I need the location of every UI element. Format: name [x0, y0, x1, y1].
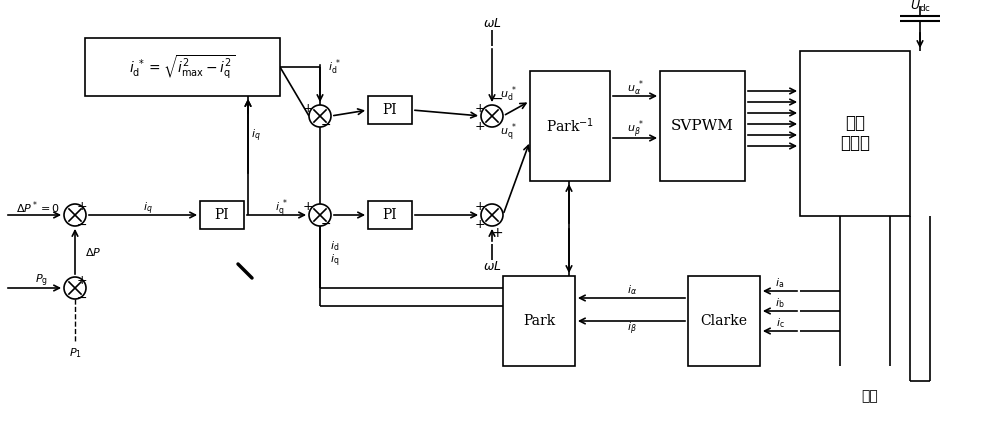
Text: Clarke: Clarke — [700, 314, 748, 328]
Text: Park: Park — [523, 314, 555, 328]
Text: $+$: $+$ — [491, 226, 503, 240]
Text: $u_{\beta}^{\ *}$: $u_{\beta}^{\ *}$ — [627, 119, 645, 141]
Text: PI: PI — [383, 208, 397, 222]
Circle shape — [309, 105, 331, 127]
Text: $\Delta P^*=0$: $\Delta P^*=0$ — [16, 200, 60, 216]
Text: $+$: $+$ — [302, 102, 314, 115]
Bar — [688, 276, 760, 366]
Text: $u_{\rm d}^{\ *}$: $u_{\rm d}^{\ *}$ — [500, 84, 517, 104]
Text: $+$: $+$ — [76, 273, 88, 286]
Text: $U_{\rm dc}$: $U_{\rm dc}$ — [910, 0, 930, 14]
Text: $+$: $+$ — [474, 201, 486, 214]
Text: $i_{\rm c}$: $i_{\rm c}$ — [776, 316, 784, 330]
Text: $-$: $-$ — [76, 218, 88, 231]
Text: $i_{\alpha}$: $i_{\alpha}$ — [627, 283, 637, 297]
Bar — [368, 201, 412, 229]
Text: $+$: $+$ — [474, 218, 486, 232]
Bar — [200, 201, 244, 229]
Text: $-$: $-$ — [320, 117, 332, 130]
Text: SVPWM: SVPWM — [671, 119, 734, 133]
Text: $i_{\rm d}$: $i_{\rm d}$ — [330, 239, 340, 253]
Bar — [660, 71, 745, 181]
Text: PI: PI — [383, 103, 397, 117]
Text: $\omega L$: $\omega L$ — [483, 17, 501, 31]
Text: $i_{\rm b}$: $i_{\rm b}$ — [775, 296, 785, 310]
Text: Park$^{-1}$: Park$^{-1}$ — [546, 117, 594, 135]
Text: $P_{\rm g}$: $P_{\rm g}$ — [35, 273, 48, 289]
Circle shape — [64, 204, 86, 226]
Text: $P_{\rm 1}$: $P_{\rm 1}$ — [69, 346, 81, 360]
Text: 电网: 电网 — [862, 389, 878, 403]
Circle shape — [481, 105, 503, 127]
Circle shape — [481, 204, 503, 226]
Text: $\Delta P$: $\Delta P$ — [85, 245, 101, 258]
Bar — [800, 51, 910, 216]
Text: $i_{\rm d}^{\ *}$: $i_{\rm d}^{\ *}$ — [328, 57, 342, 77]
Text: $-$: $-$ — [320, 217, 332, 229]
Bar — [530, 71, 610, 181]
Text: $i_{\rm q}^{\ *}$: $i_{\rm q}^{\ *}$ — [275, 198, 289, 220]
Text: $+$: $+$ — [474, 102, 486, 115]
Text: $\omega L$: $\omega L$ — [483, 259, 501, 272]
Text: $-$: $-$ — [491, 91, 503, 105]
Text: $+$: $+$ — [76, 201, 88, 214]
Text: $i_{\rm d}^{\ *}=\sqrt{i_{\rm max}^{2}-i_{\rm q}^{2}}$: $i_{\rm d}^{\ *}=\sqrt{i_{\rm max}^{2}-i… — [129, 54, 236, 81]
Text: $+$: $+$ — [474, 119, 486, 133]
Text: $+$: $+$ — [302, 201, 314, 214]
Text: $i_q$: $i_q$ — [143, 201, 153, 217]
Text: 网侧
逆变器: 网侧 逆变器 — [840, 115, 870, 152]
Text: $i_{\rm q}$: $i_{\rm q}$ — [330, 253, 340, 269]
Text: $u_{\alpha}^{\ *}$: $u_{\alpha}^{\ *}$ — [627, 78, 645, 98]
Text: $-$: $-$ — [76, 290, 88, 303]
Text: $u_{\rm q}^{\ *}$: $u_{\rm q}^{\ *}$ — [500, 122, 517, 144]
Circle shape — [309, 204, 331, 226]
Circle shape — [64, 277, 86, 299]
Text: $i_{\beta}$: $i_{\beta}$ — [627, 321, 637, 337]
Text: $i_{\rm a}$: $i_{\rm a}$ — [775, 276, 785, 290]
Bar — [85, 38, 280, 96]
Text: $i_q$: $i_q$ — [251, 128, 261, 144]
Text: PI: PI — [215, 208, 229, 222]
Bar — [368, 96, 412, 124]
Bar — [503, 276, 575, 366]
